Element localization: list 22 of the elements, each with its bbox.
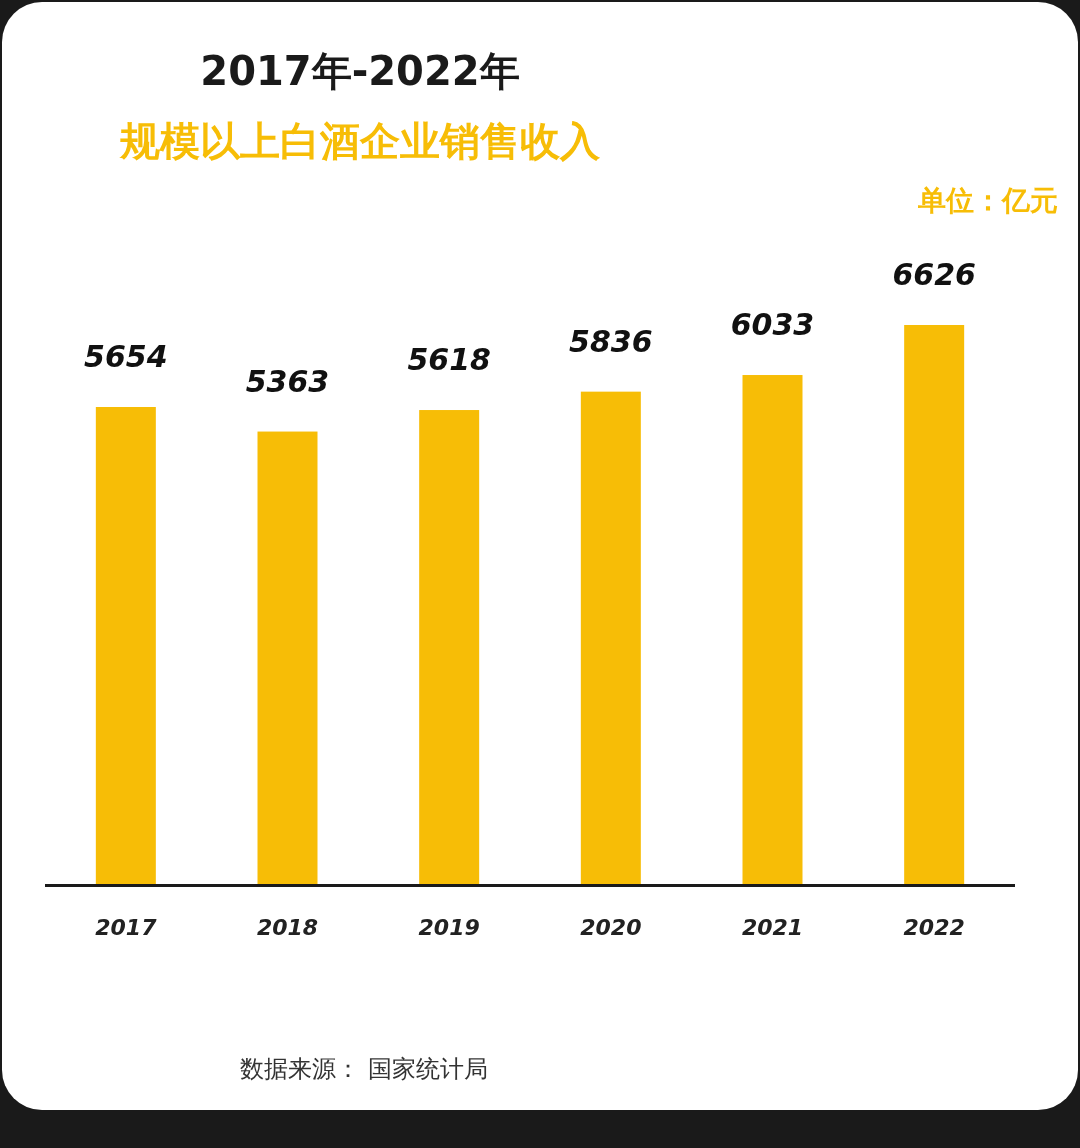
chart-title: 2017年-2022年 — [200, 48, 520, 94]
chart-subtitle: 规模以上白酒企业销售收入 — [119, 118, 601, 164]
data-label: 5618 — [407, 342, 491, 378]
x-tick-label: 2020 — [580, 915, 642, 940]
x-tick-label: 2018 — [256, 915, 319, 940]
bar — [95, 407, 156, 884]
data-label: 5836 — [569, 323, 653, 359]
x-tick-label: 2022 — [903, 915, 965, 940]
data-label: 5654 — [84, 339, 168, 374]
x-tick-label: 2017 — [95, 915, 158, 940]
y-axis-title: 单位：亿元 — [917, 184, 1058, 217]
bar — [257, 431, 318, 884]
source-note: 数据来源： 国家统计局 — [240, 1055, 488, 1083]
bar — [419, 410, 480, 884]
bar — [580, 391, 641, 884]
x-tick-label: 2021 — [741, 915, 804, 940]
data-label: 6626 — [892, 257, 976, 292]
data-label: 6033 — [730, 307, 815, 343]
x-tick-label: 2019 — [418, 915, 480, 940]
bar — [742, 375, 803, 884]
data-label: 5363 — [245, 363, 330, 399]
bar — [904, 325, 965, 884]
